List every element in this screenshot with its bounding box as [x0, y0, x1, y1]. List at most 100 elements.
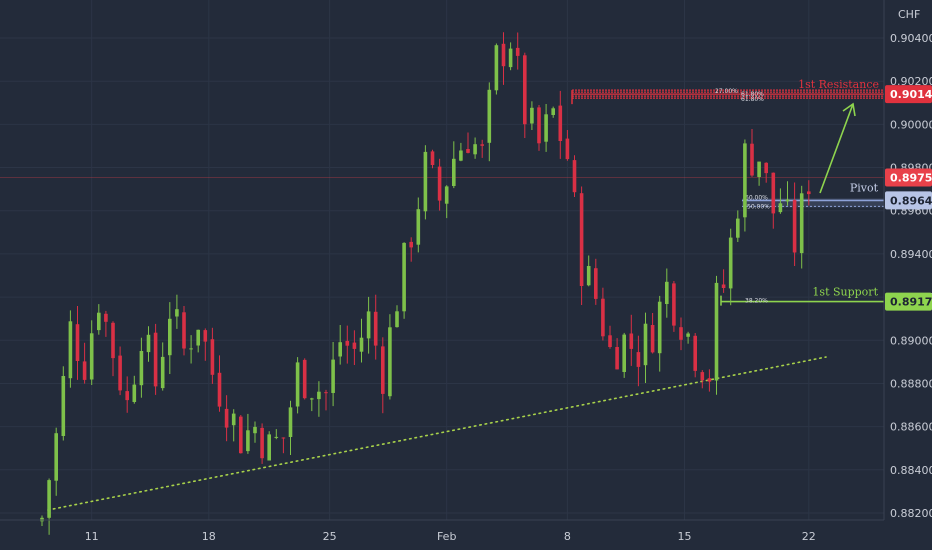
candle-body [61, 376, 66, 436]
candle-body [657, 301, 662, 354]
x-axis[interactable]: 11 18 25 Feb 8 15 22 [85, 530, 816, 543]
candle-body [331, 359, 335, 393]
candle-body [778, 203, 783, 213]
candle-body [650, 325, 655, 353]
support-tag-text: 0.89179 [890, 296, 932, 309]
candle-body [665, 281, 669, 304]
candle-body [189, 348, 193, 350]
candle-body [54, 433, 58, 481]
candle-body [423, 151, 428, 212]
candle-body [501, 43, 506, 67]
pivot-tag [885, 191, 932, 210]
y-tick-label: 0.88800 [890, 378, 932, 391]
candle-body [111, 322, 115, 359]
candle-body [302, 359, 307, 399]
candle-body [700, 372, 705, 381]
candle-body [68, 321, 73, 379]
current-price-tag [885, 168, 932, 187]
candle-body [97, 312, 101, 331]
candle-body [239, 416, 243, 454]
candle-body [615, 347, 619, 370]
candle-body [295, 362, 300, 407]
candle-body [579, 193, 584, 286]
candle-body [544, 114, 548, 142]
candle-body [203, 330, 208, 342]
y-tick-label: 0.88200 [890, 507, 932, 520]
candle-body [736, 218, 740, 238]
projection-arrow-shaft [819, 103, 854, 194]
support-tag [885, 292, 932, 311]
candle-body [260, 427, 264, 459]
candle-body [139, 351, 144, 386]
candle-body [175, 309, 179, 317]
candle-body [757, 161, 761, 177]
candle-body [82, 361, 87, 380]
levels-layer: 27.00% 61.80%61.80% 1st Resistance 60.00% 50… [0, 78, 884, 306]
pivot-fib-label: 50.00% [747, 203, 770, 210]
candle-body [594, 268, 598, 299]
candle-body [345, 340, 350, 346]
candles-layer [40, 32, 811, 535]
resistance-fib-label: 61.80% [741, 91, 764, 98]
x-tick-label: 25 [323, 530, 337, 543]
candle-body [253, 426, 257, 434]
candle-body [118, 355, 122, 391]
pivot-fib-label: 60.00% [745, 194, 768, 201]
candle-body [395, 311, 399, 328]
candle-body [608, 335, 612, 347]
candle-body [281, 437, 286, 439]
x-tick-label: Feb [437, 530, 456, 543]
x-tick-label: 11 [85, 530, 99, 543]
candle-body [317, 391, 321, 400]
candle-body [721, 284, 726, 288]
candle-body [643, 323, 648, 366]
candle-body [743, 143, 747, 218]
currency-label: CHF [898, 8, 920, 21]
candle-body [558, 105, 563, 141]
x-tick-label: 8 [564, 530, 571, 543]
candle-body [75, 324, 80, 361]
candle-body [679, 327, 683, 340]
candle-body [551, 108, 555, 115]
candle-body [217, 372, 222, 407]
x-tick-label: 15 [678, 530, 692, 543]
candle-body [210, 339, 215, 375]
chart-grid [0, 0, 884, 520]
trendline-layer [47, 356, 827, 511]
candle-body [388, 327, 392, 397]
support-fib-label: 38.20% [745, 298, 768, 305]
candle-body [636, 352, 641, 367]
x-tick-label: 18 [202, 530, 216, 543]
candle-body [807, 191, 811, 195]
candle-body [572, 160, 577, 193]
candle-body [466, 149, 470, 153]
candle-body [338, 342, 342, 357]
trendline [47, 356, 827, 511]
candle-body [89, 333, 94, 380]
y-tick-label: 0.90000 [890, 118, 932, 131]
candle-body [196, 329, 200, 346]
candle-body [714, 282, 719, 381]
candle-body [523, 55, 527, 125]
y-tick-label: 0.88600 [890, 421, 932, 434]
y-tick-label: 0.88400 [890, 464, 932, 477]
candle-body [508, 48, 513, 68]
candle-body [537, 107, 541, 144]
candle-body [452, 158, 456, 186]
x-tick-label: 22 [802, 530, 816, 543]
candle-body [153, 332, 158, 387]
y-tick-label: 0.89000 [890, 334, 932, 347]
candle-body [629, 333, 634, 349]
candle-body [359, 337, 364, 352]
candle-body [125, 391, 129, 401]
candle-body [47, 480, 51, 518]
candle-body [728, 237, 733, 289]
candle-body [267, 434, 271, 461]
candle-body [530, 107, 534, 124]
candle-body [324, 392, 328, 394]
candle-body [437, 166, 442, 201]
candle-body [480, 144, 484, 146]
